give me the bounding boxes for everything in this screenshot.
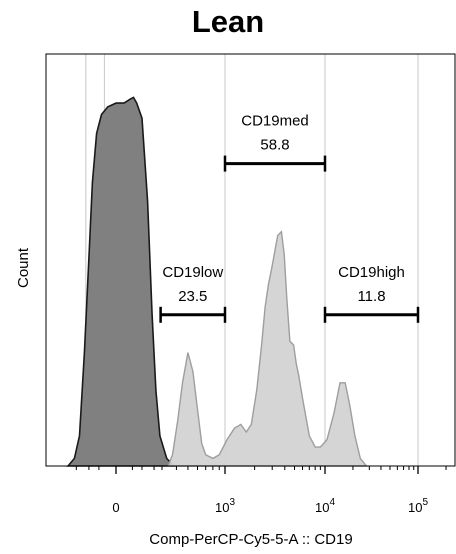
gate-value-cd19high: 11.8 (357, 288, 385, 305)
gate-name-cd19high: CD19high (338, 264, 405, 281)
gate-value-cd19low: 23.5 (178, 288, 207, 305)
y-axis-label: Count (15, 247, 32, 288)
chart-title: Lean (191, 4, 265, 39)
gate-name-cd19low: CD19low (162, 264, 223, 281)
x-tick-label-2: 104 (315, 497, 335, 515)
histogram-control (66, 96, 176, 467)
x-axis-label: Comp-PerCP-Cy5-5-A :: CD19 (149, 531, 352, 548)
x-tick-label-1: 103 (215, 497, 235, 515)
gate-name-cd19med: CD19med (241, 113, 309, 130)
plot-frame (45, 53, 456, 467)
gate-value-cd19med: 58.8 (260, 137, 289, 154)
x-tick-label-3: 105 (408, 497, 428, 515)
histogram-sample (167, 230, 368, 467)
x-tick-label-0: 0 (112, 500, 119, 515)
